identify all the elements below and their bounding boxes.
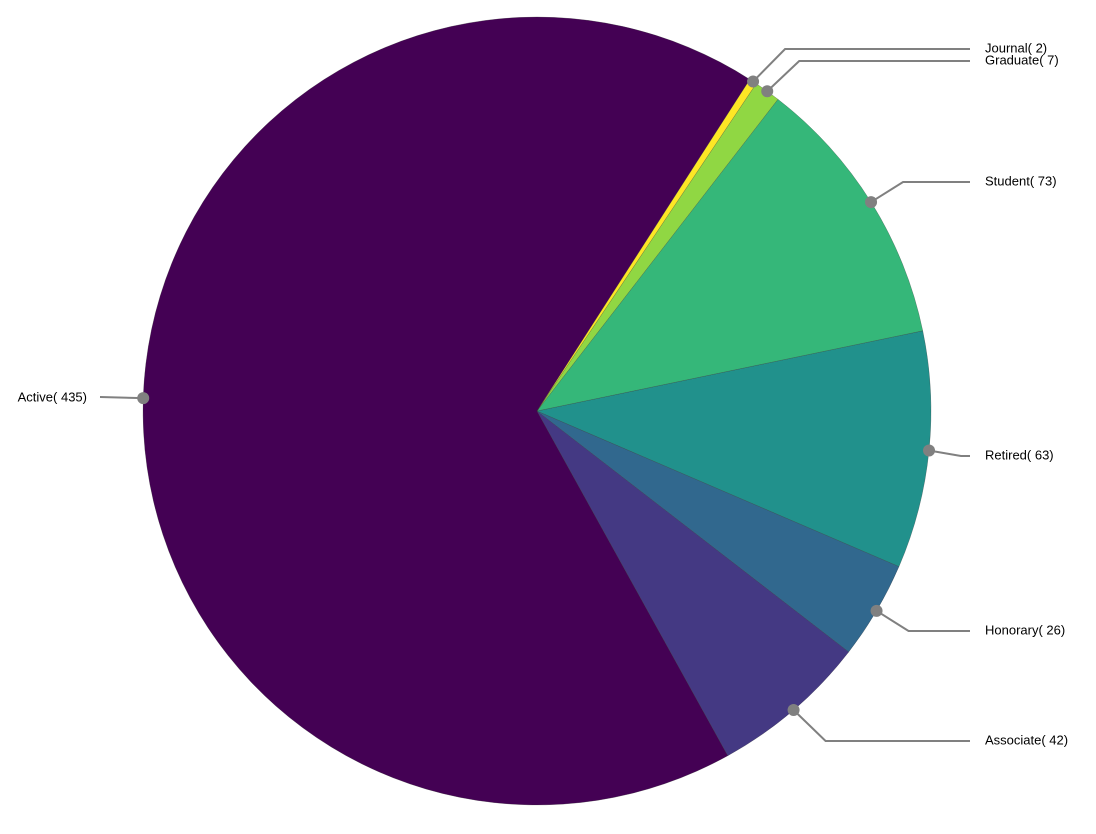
leader-dot xyxy=(747,75,760,88)
leader-line xyxy=(928,449,970,457)
leader-line xyxy=(870,181,970,203)
leader-line xyxy=(792,709,970,742)
leader-dot xyxy=(787,704,800,717)
leader-line xyxy=(876,609,970,632)
slice-label: Active( 435) xyxy=(18,389,87,404)
leader-line xyxy=(766,60,970,92)
slice-label: Journal( 2) xyxy=(985,40,1047,55)
slice-label: Associate( 42) xyxy=(985,732,1068,747)
leader-line xyxy=(99,396,144,400)
leader-dot xyxy=(137,392,150,405)
slice-label: Retired( 63) xyxy=(985,447,1054,462)
slice-label: Student( 73) xyxy=(985,173,1057,188)
leader-dot xyxy=(761,85,774,98)
leader-dot xyxy=(923,444,936,457)
leader-line xyxy=(752,48,970,83)
slice-label: Graduate( 7) xyxy=(985,52,1059,67)
slice-label: Honorary( 26) xyxy=(985,622,1065,637)
leader-dot xyxy=(870,604,883,617)
leader-dot xyxy=(865,196,878,209)
